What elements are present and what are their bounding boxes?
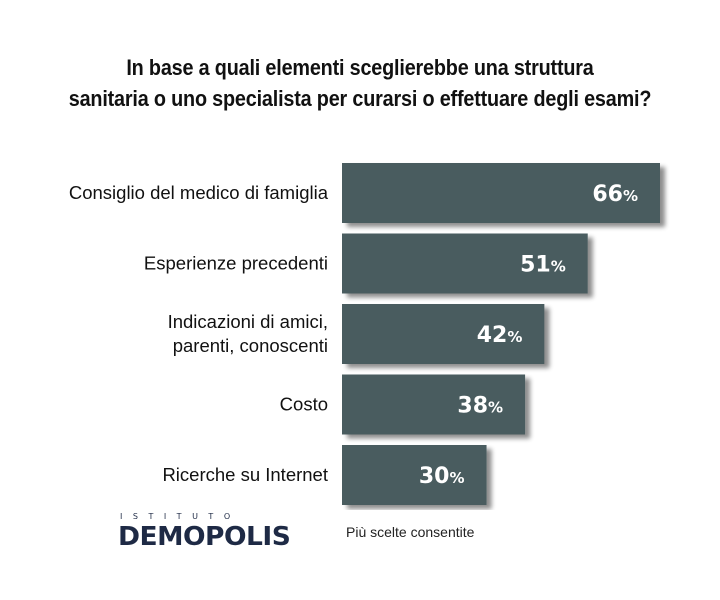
value-label-3: 38% xyxy=(457,394,503,419)
value-label-0: 66% xyxy=(592,182,638,207)
value-label-2: 42% xyxy=(477,323,523,348)
bar-4 xyxy=(342,445,487,505)
bar-3 xyxy=(342,374,526,435)
bar-chart: 66% Consiglio del medico di famiglia 51% Es… xyxy=(69,163,660,505)
category-label-0: Consiglio del medico di famiglia xyxy=(69,182,329,203)
bar-0 xyxy=(342,163,660,223)
logo-main-text: DEMOPOLIS xyxy=(118,522,291,552)
category-label-3: Costo xyxy=(280,394,328,415)
category-label-1: Esperienze precedenti xyxy=(144,253,328,274)
chart-title: In base a quali elementi sceglierebbe un… xyxy=(36,52,684,114)
category-label-4: Ricerche su Internet xyxy=(162,464,328,485)
chart-title-line-1: In base a quali elementi sceglierebbe un… xyxy=(126,55,594,80)
chart-title-line-2: sanitaria o uno specialista per curarsi … xyxy=(68,86,652,111)
bar-2 xyxy=(342,304,545,364)
logo-top-text: ISTITUTO xyxy=(120,512,241,521)
value-label-1: 51% xyxy=(520,253,566,278)
multiple-choice-note: Più scelte consentite xyxy=(346,524,475,540)
category-label-2: Indicazioni di amici, parenti, conoscenti xyxy=(168,311,328,356)
value-label-4: 30% xyxy=(419,464,465,489)
demopolis-logo: ISTITUTO DEMOPOLIS xyxy=(118,512,318,552)
bar-1 xyxy=(342,233,588,294)
